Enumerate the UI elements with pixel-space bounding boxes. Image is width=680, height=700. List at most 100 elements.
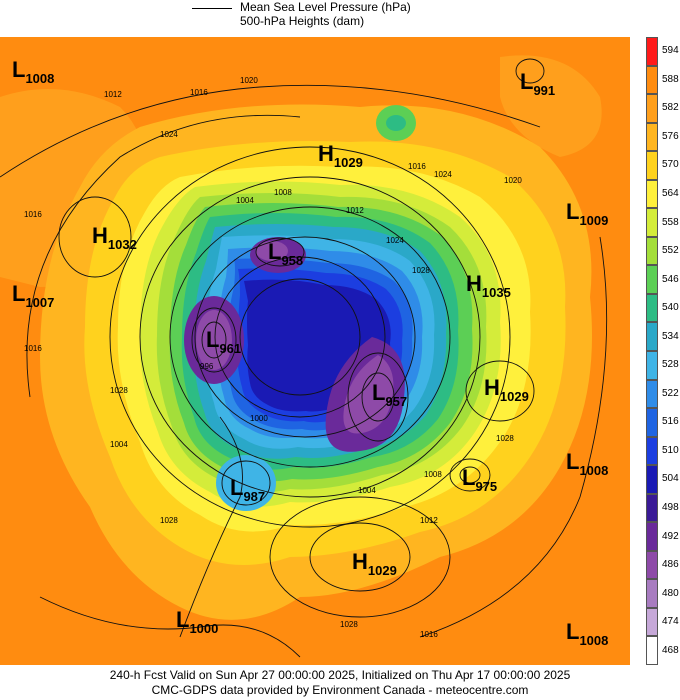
isobar-legend-label: Mean Sea Level Pressure (hPa) — [240, 0, 411, 14]
colorbar-swatch-588 — [646, 65, 658, 95]
colorbar-label: 528 — [662, 359, 679, 371]
colorbar-label: 540 — [662, 302, 679, 314]
isobar-value-label: 1008 — [274, 188, 292, 197]
low-pressure-label: L957 — [372, 380, 407, 409]
colorbar-swatch-516 — [646, 408, 658, 437]
colorbar-label: 498 — [662, 502, 679, 513]
isobar-value-label: 1004 — [358, 486, 376, 495]
colorbar-label: 552 — [662, 245, 679, 257]
colorbar-label: 570 — [662, 159, 679, 171]
isobar-value-label: 1024 — [386, 236, 404, 245]
colorbar-label: 564 — [662, 188, 679, 199]
height-legend-label: 500-hPa Heights (dam) — [240, 14, 365, 28]
low-pressure-label: L1000 — [176, 607, 218, 636]
colorbar-swatch-468 — [646, 636, 658, 665]
high-pressure-label: H1029 — [352, 549, 397, 578]
isobar-value-label: 1028 — [110, 386, 128, 395]
colorbar-swatch-582 — [646, 94, 658, 123]
low-pressure-label: L991 — [520, 69, 555, 98]
isobar-lines — [0, 58, 608, 658]
isobar-legend-line — [192, 8, 232, 9]
map-canvas: 1012 1016 1020 1024 1016 1020 1024 1028 1004 1008… — [0, 37, 630, 665]
colorbar-label: 468 — [662, 644, 679, 656]
isobar-value-label: 1020 — [504, 176, 522, 185]
colorbar-label: 558 — [662, 216, 679, 228]
colorbar-swatch-570 — [646, 151, 658, 180]
isobar-value-label: 1000 — [250, 414, 268, 423]
isobar-value-label: 1008 — [424, 470, 442, 479]
colorbar-label: 492 — [662, 530, 679, 542]
forecast-map: 1012 1016 1020 1024 1016 1020 1024 1028 1004 1008… — [0, 37, 630, 665]
height-528-south — [216, 455, 276, 511]
colorbar-swatch-528 — [646, 351, 658, 380]
isobar-value-label: 1028 — [412, 266, 430, 275]
footer: 240-h Fcst Valid on Sun Apr 27 00:00:00 … — [0, 668, 680, 698]
isobar-value-label: 1012 — [420, 516, 438, 525]
colorbar-swatch-486 — [646, 550, 658, 580]
colorbar-label: 588 — [662, 73, 679, 85]
isobar-value-label: 1016 — [420, 630, 438, 639]
colorbar-label: 594 — [662, 45, 679, 57]
colorbar-swatch-498 — [646, 493, 658, 523]
footer-credit: CMC-GDPS data provided by Environment Ca… — [151, 683, 529, 697]
colorbar: 594 588 582 576 570 564 558 552 546 540 534 528 522 5… — [646, 37, 680, 665]
isobar-value-label: 1016 — [408, 162, 426, 171]
colorbar-swatch-474 — [646, 607, 658, 637]
colorbar-swatch-564 — [646, 179, 658, 209]
colorbar-swatch-480 — [646, 579, 658, 608]
colorbar-swatch-534 — [646, 322, 658, 351]
colorbar-swatch-552 — [646, 236, 658, 266]
low-pressure-label: L987 — [230, 475, 265, 504]
height-486-north — [256, 241, 288, 261]
isobar-value-label: 1012 — [104, 90, 122, 99]
colorbar-label: 504 — [662, 473, 679, 485]
height-486-east — [343, 355, 394, 434]
colorbar-label: 522 — [662, 387, 679, 399]
isobar-value-label: 1020 — [240, 76, 258, 85]
low-pressure-label: L1008 — [566, 619, 608, 648]
colorbar-swatch-594 — [646, 37, 658, 66]
isobar-value-label: 1028 — [496, 434, 514, 443]
footer-valid-time: 240-h Fcst Valid on Sun Apr 27 00:00:00 … — [109, 668, 571, 682]
colorbar-label: 510 — [662, 444, 679, 456]
pressure-system-group: L1008 L991 H1029 H1032 L1007 L958 L961 H1035 L10… — [12, 57, 608, 648]
high-pressure-label: H1029 — [484, 375, 529, 404]
isobar-value-label: 1016 — [24, 210, 42, 219]
low-pressure-label: L961 — [206, 327, 241, 356]
isobar-value-label: 1004 — [236, 196, 254, 205]
low-pressure-label: L1008 — [566, 449, 608, 478]
colorbar-label: 582 — [662, 102, 679, 114]
high-pressure-label: H1035 — [466, 271, 511, 300]
high-pressure-label: H1032 — [92, 223, 137, 252]
low-pressure-label: L1007 — [12, 281, 54, 310]
height-540-north — [386, 115, 406, 131]
colorbar-swatch-492 — [646, 522, 658, 551]
isobar-value-label: 1024 — [434, 170, 452, 179]
isobar-value-label: 1028 — [160, 516, 178, 525]
isobar-value-label: 996 — [200, 362, 214, 371]
colorbar-label: 474 — [662, 616, 679, 628]
isobar-value-label: 1012 — [346, 206, 364, 215]
low-pressure-label: L958 — [268, 239, 303, 268]
isobar-value-label: 1024 — [160, 130, 178, 139]
colorbar-label: 576 — [662, 130, 679, 142]
colorbar-swatch-558 — [646, 208, 658, 237]
isobar-value-label: 1004 — [110, 440, 128, 449]
colorbar-label: 480 — [662, 587, 679, 599]
colorbar-swatch-576 — [646, 122, 658, 152]
colorbar-swatch-510 — [646, 436, 658, 466]
low-pressure-label: L1009 — [566, 199, 608, 228]
legend: Mean Sea Level Pressure (hPa) 500-hPa He… — [0, 0, 680, 36]
colorbar-label: 534 — [662, 330, 679, 342]
isobar-value-label: 1016 — [24, 344, 42, 353]
isobar-value-label: 1016 — [190, 88, 208, 97]
colorbar-label: 486 — [662, 559, 679, 571]
high-pressure-label: H1029 — [318, 141, 363, 170]
colorbar-label: 516 — [662, 416, 679, 428]
colorbar-label: 546 — [662, 273, 679, 285]
low-pressure-label: L1008 — [12, 57, 54, 86]
colorbar-swatch-540 — [646, 293, 658, 323]
colorbar-swatch-522 — [646, 379, 658, 409]
isobar-label-group: 1012 1016 1020 1024 1016 1020 1024 1028 1004 1008… — [24, 76, 522, 639]
colorbar-swatch-546 — [646, 265, 658, 294]
